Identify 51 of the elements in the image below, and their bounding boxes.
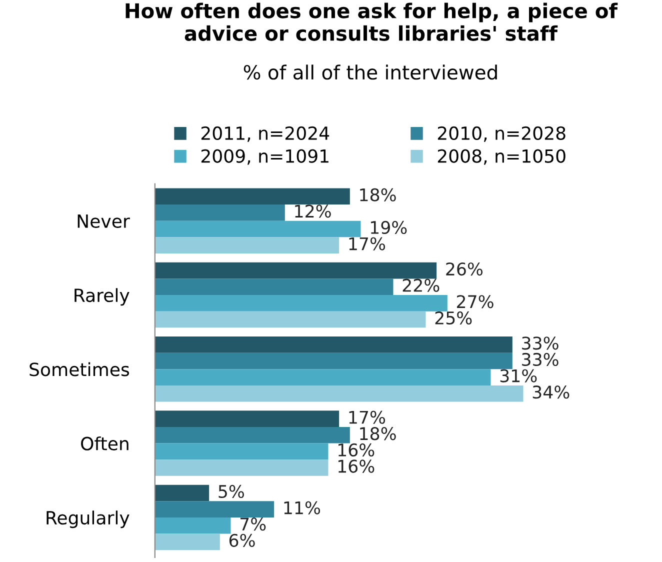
- data-label: 22%: [402, 278, 440, 292]
- data-label: 17%: [349, 237, 386, 250]
- data-label: 16%: [338, 443, 374, 457]
- data-label: 33%: [522, 352, 558, 366]
- bar: [154, 369, 491, 386]
- bar: [154, 311, 426, 328]
- data-label: 26%: [446, 262, 483, 276]
- bar: [154, 237, 340, 254]
- data-label: 34%: [532, 386, 570, 399]
- bar: [154, 460, 328, 476]
- y-tick-label: Never: [78, 214, 130, 228]
- bar: [154, 336, 512, 353]
- data-label: 18%: [360, 427, 396, 440]
- bar: [154, 262, 437, 279]
- data-label: 25%: [435, 311, 472, 325]
- data-label: 11%: [284, 501, 320, 514]
- data-label: 12%: [295, 204, 331, 218]
- legend-label: 2008, n=1050: [438, 149, 566, 165]
- bar: [154, 426, 350, 444]
- data-label: 31%: [500, 369, 537, 382]
- data-label: 19%: [370, 220, 407, 234]
- bar: [154, 484, 210, 502]
- data-label: 7%: [240, 518, 266, 531]
- legend-label: 2011, n=2024: [201, 126, 330, 142]
- data-label: 6%: [229, 534, 255, 547]
- y-tick-label: Regularly: [46, 510, 130, 528]
- data-label: 33%: [522, 336, 558, 350]
- bar: [154, 220, 361, 238]
- bar: [154, 278, 394, 296]
- chart-subtitle: % of all of the interviewed: [244, 64, 497, 80]
- bar: [154, 410, 340, 427]
- legend-label: 2010, n=2028: [438, 126, 566, 142]
- bar: [154, 352, 512, 370]
- y-tick-label: Rarely: [74, 288, 130, 306]
- bar: [154, 534, 220, 550]
- legend-label: 2009, n=1091: [201, 149, 328, 165]
- y-tick-label: Often: [81, 436, 128, 450]
- bar: [154, 517, 231, 534]
- bar: [154, 295, 448, 312]
- bar: [154, 385, 524, 402]
- y-tick-label: Sometimes: [30, 362, 130, 376]
- bar: [154, 501, 274, 518]
- data-label: 16%: [338, 460, 374, 473]
- data-label: 18%: [360, 188, 396, 202]
- data-label: 27%: [457, 295, 494, 308]
- chart-title: How often does one ask for help, a piece of advice or consults libraries' staff: [126, 2, 618, 41]
- bar: [154, 204, 285, 221]
- data-label: 5%: [218, 484, 244, 498]
- data-label: 17%: [349, 410, 386, 424]
- bar: [154, 443, 328, 460]
- bar: [154, 188, 350, 205]
